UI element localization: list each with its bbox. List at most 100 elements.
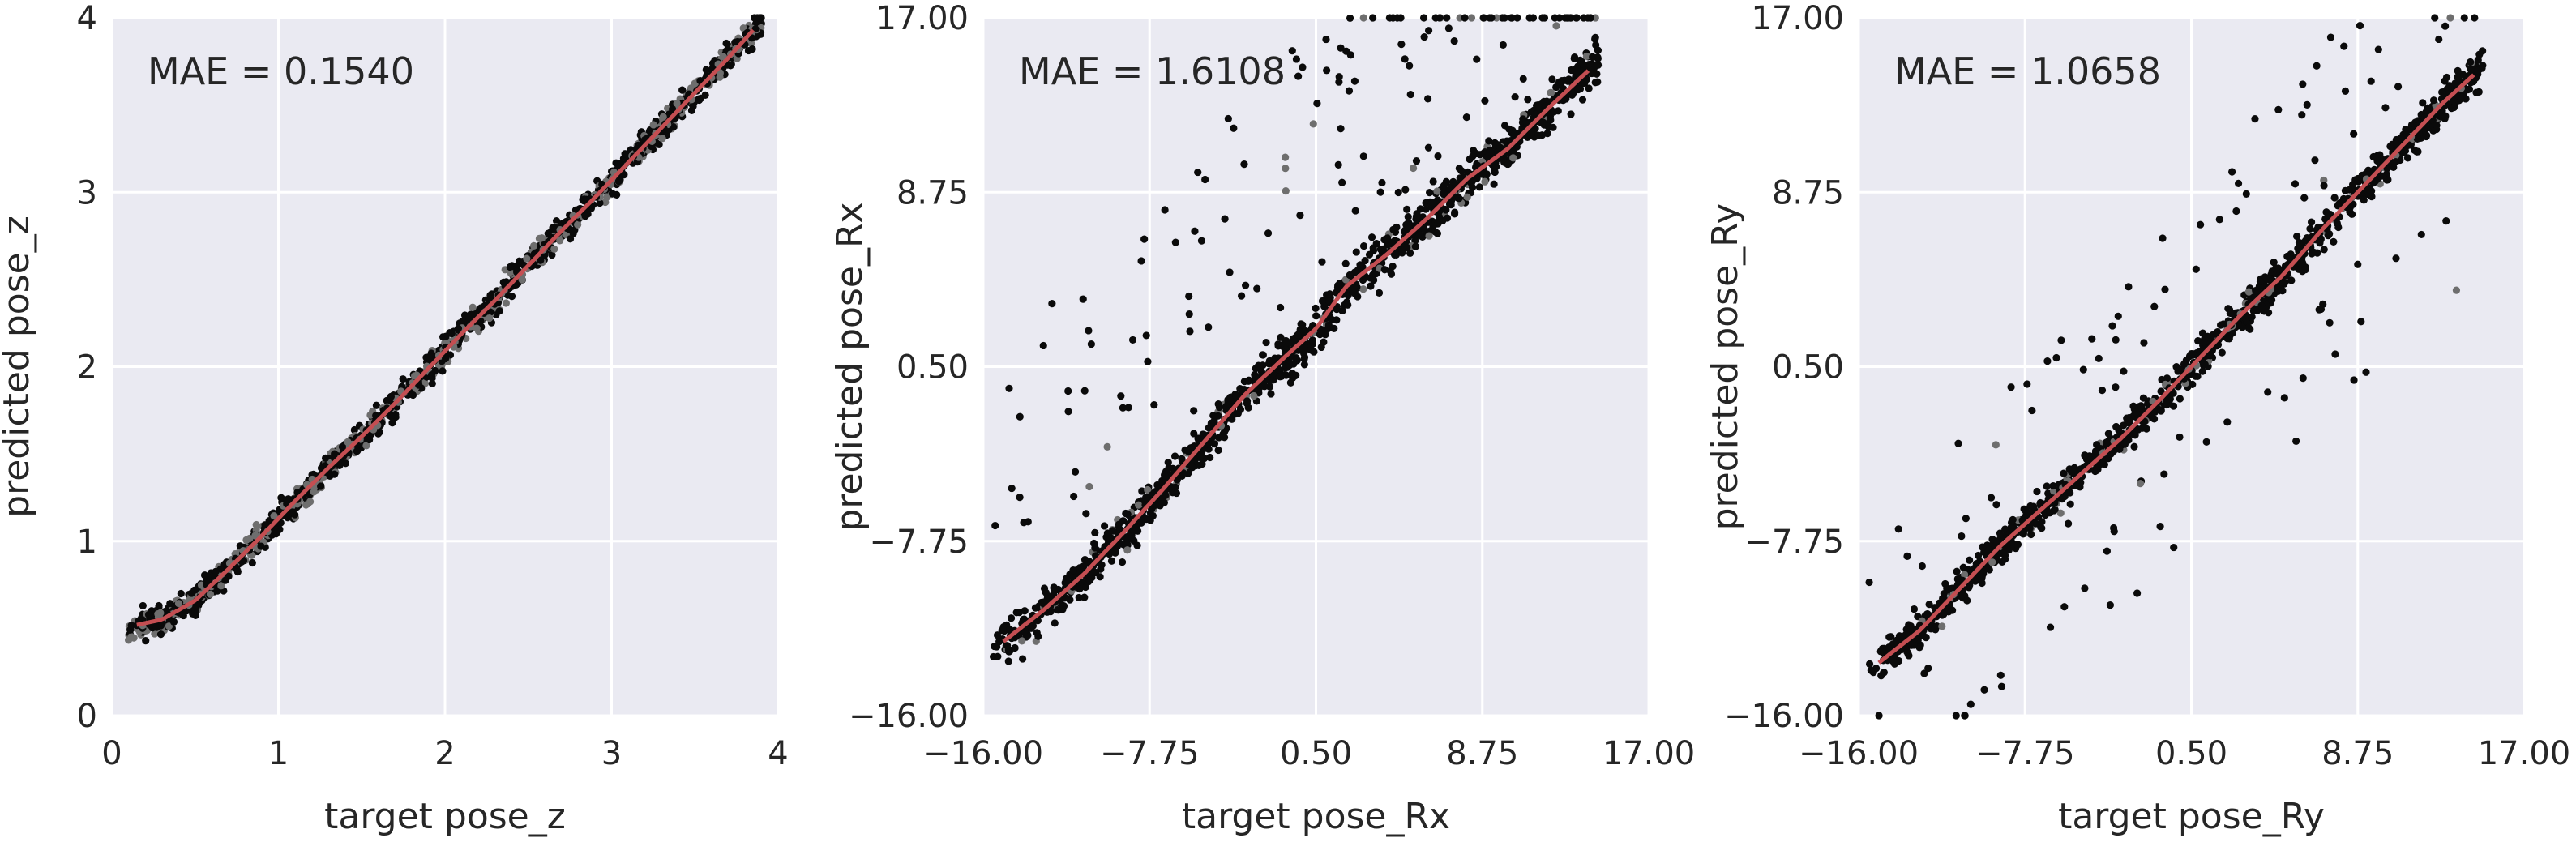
scatter-point — [248, 558, 256, 567]
scatter-point — [1138, 487, 1146, 495]
scatter-point — [1194, 168, 1202, 177]
scatter-point — [344, 438, 352, 446]
scatter-point — [1288, 370, 1296, 378]
x-tick-label: 4 — [768, 735, 788, 772]
scatter-point — [2120, 440, 2129, 448]
scatter-point — [1359, 152, 1367, 160]
scatter-point — [2030, 502, 2038, 511]
scatter-point — [1925, 601, 1933, 609]
scatter-point — [1429, 199, 1437, 207]
scatter-point — [2088, 335, 2096, 343]
scatter-point — [1865, 578, 1873, 587]
scatter-point — [2176, 395, 2184, 403]
scatter-point — [1323, 66, 1331, 75]
scatter-point — [439, 367, 447, 375]
scatter-point — [1591, 35, 1599, 43]
scatter-point — [270, 512, 278, 520]
scatter-point — [1904, 627, 1912, 635]
scatter-point — [1412, 212, 1421, 220]
scatter-point — [523, 254, 531, 263]
scatter-point — [2079, 365, 2087, 374]
scatter-point — [549, 224, 557, 232]
scatter-point — [1325, 323, 1333, 331]
scatter-point — [1076, 564, 1084, 572]
scatter-point — [2320, 182, 2328, 190]
scatter-point — [2120, 421, 2128, 430]
scatter-point — [2194, 336, 2202, 345]
scatter-point — [2381, 104, 2390, 112]
scatter-point — [1508, 14, 1516, 22]
scatter-point — [1334, 160, 1342, 169]
scatter-point — [1481, 177, 1489, 186]
scatter-point — [1505, 125, 1513, 133]
scatter-point — [1144, 357, 1152, 365]
scatter-point — [1585, 84, 1593, 92]
scatter-point — [427, 371, 436, 379]
scatter-point — [2242, 190, 2250, 198]
scatter-point — [1589, 53, 1597, 61]
scatter-point — [1186, 327, 1194, 336]
scatter-point — [1552, 22, 1560, 30]
scatter-point — [556, 237, 564, 245]
scatter-point — [2106, 601, 2114, 609]
scatter-point — [581, 212, 589, 220]
x-tick-label: −16.00 — [923, 735, 1043, 772]
scatter-point — [1485, 137, 1493, 145]
scatter-point — [2081, 584, 2089, 592]
scatter-point — [2114, 312, 2122, 320]
scatter-point — [1342, 47, 1350, 55]
scatter-point — [1053, 605, 1061, 614]
scatter-point — [621, 150, 629, 158]
scatter-point — [2248, 313, 2256, 321]
scatter-point — [1012, 609, 1021, 617]
y-tick-label: 17.00 — [1751, 0, 1844, 37]
scatter-point — [2252, 287, 2260, 295]
scatter-point — [702, 66, 710, 74]
mae-annotation: MAE = 1.6108 — [1019, 49, 1286, 93]
scatter-point — [442, 332, 450, 340]
scatter-point — [1338, 306, 1346, 315]
scatter-point — [1171, 483, 1179, 491]
scatter-point — [1185, 310, 1193, 318]
scatter-point — [2116, 444, 2124, 452]
scatter-point — [1142, 331, 1150, 340]
scatter-point — [1299, 63, 1307, 71]
scatter-point — [1574, 85, 1582, 94]
scatter-point — [2150, 302, 2159, 310]
scatter-point — [695, 96, 704, 105]
scatter-point — [242, 536, 250, 544]
x-axis-label: target pose_z — [324, 796, 566, 837]
scatter-point — [2429, 96, 2438, 105]
scatter-point — [1312, 312, 1320, 320]
scatter-point — [1889, 656, 1897, 665]
y-tick-label: 1 — [77, 524, 97, 561]
mae-annotation: MAE = 1.0658 — [1894, 49, 2161, 93]
scatter-point — [1296, 212, 1304, 220]
scatter-point — [1409, 164, 1418, 173]
scatter-point — [1966, 556, 1974, 564]
scatter-point — [261, 521, 269, 529]
scatter-point — [1128, 336, 1137, 344]
panel-pose-ry: −16.00 −7.75 0.50 8.75 17.00 −16.00 −7.75 0.50… — [1705, 0, 2570, 837]
scatter-point — [1988, 558, 1996, 566]
scatter-point — [1509, 154, 1517, 162]
scatter-point — [1582, 52, 1590, 61]
scatter-point — [306, 498, 315, 506]
scatter-point — [1498, 14, 1507, 22]
scatter-point — [1547, 116, 1555, 124]
scatter-point — [1214, 400, 1222, 408]
scatter-point — [2360, 196, 2368, 204]
scatter-point — [2357, 318, 2365, 326]
scatter-point — [1490, 180, 1498, 188]
scatter-point — [156, 609, 165, 617]
scatter-point — [2413, 135, 2421, 143]
scatter-point — [2270, 258, 2278, 267]
scatter-point — [1463, 193, 1471, 201]
scatter-point — [1473, 55, 1481, 63]
scatter-point — [1161, 206, 1169, 214]
scatter-point — [2225, 335, 2233, 343]
scatter-point — [673, 99, 681, 108]
scatter-point — [1170, 452, 1179, 460]
scatter-point — [1004, 657, 1012, 665]
